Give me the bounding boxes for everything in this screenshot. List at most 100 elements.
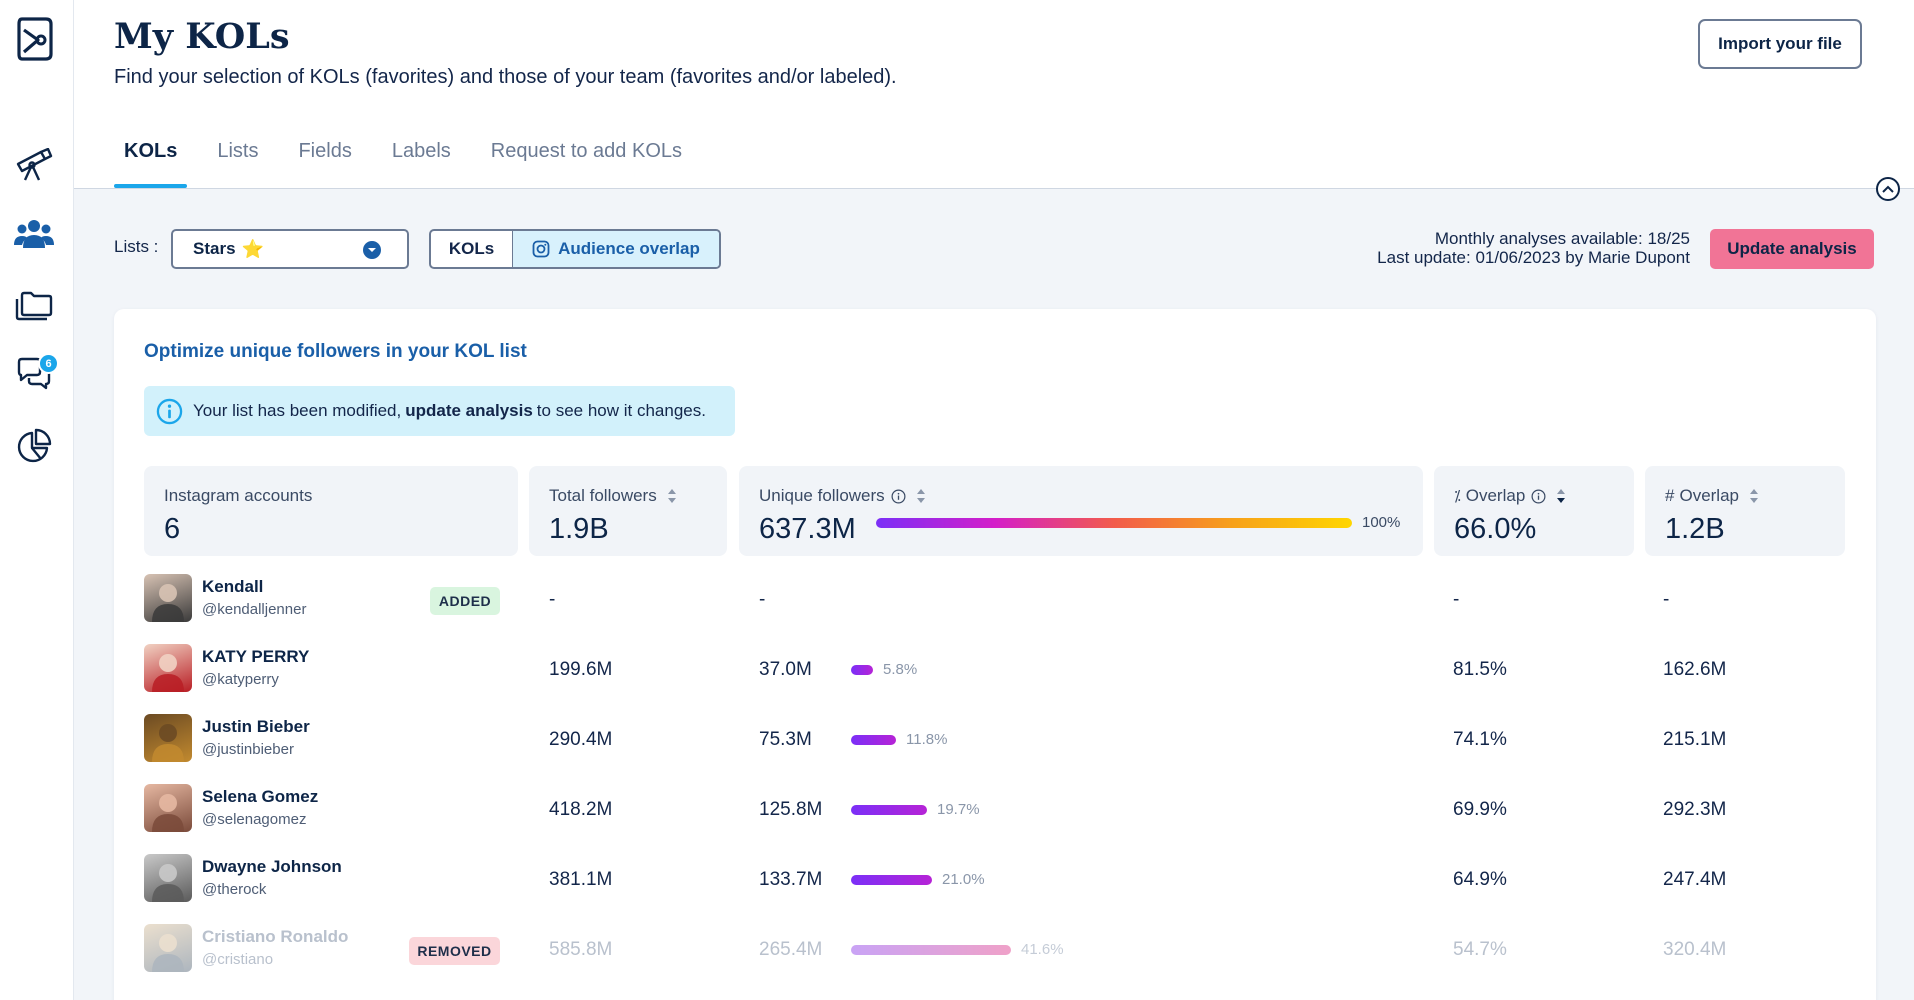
view-toggle: KOLs Audience overlap (429, 229, 721, 269)
kol-handle: @cristiano (202, 951, 274, 968)
telescope-icon[interactable] (14, 145, 54, 185)
toggle-kols-button[interactable]: KOLs (431, 231, 513, 267)
overlap-number-cell: 320.4M (1663, 939, 1727, 960)
hash-icon: # (1665, 486, 1675, 505)
tab-request-kols[interactable]: Request to add KOLs (490, 140, 682, 162)
percent-icon: ⁒ (1454, 488, 1461, 505)
table-row[interactable]: Justin Bieber @justinbieber 290.4M 75.3M 11.… (114, 706, 1876, 776)
tile-label[interactable]: ⁒ Overlap (1454, 486, 1566, 506)
status-badge: REMOVED (409, 937, 500, 965)
chevron-down-icon (363, 241, 381, 259)
tile-label[interactable]: Unique followers (759, 486, 926, 506)
tile-unique-followers: Unique followers 637.3M 100% (739, 466, 1423, 556)
unique-followers-pct: 41.6% (1021, 941, 1064, 958)
tile-value: 1.9B (549, 513, 609, 545)
tile-label-text: Total followers (549, 486, 657, 505)
unique-followers-pct: 11.8% (906, 731, 948, 748)
info-text-bold[interactable]: update analysis (405, 401, 533, 420)
info-icon (156, 398, 183, 424)
chat-badge: 6 (38, 353, 59, 374)
kol-name[interactable]: Kendall (202, 577, 264, 596)
sort-icon[interactable] (667, 488, 677, 504)
info-text-pre: Your list has been modified, (193, 401, 402, 420)
kol-name[interactable]: Selena Gomez (202, 787, 319, 806)
lists-select-value: Stars (193, 239, 236, 258)
tab-fields[interactable]: Fields (298, 140, 352, 162)
page-title: My KOLs (114, 16, 290, 57)
card-title: Optimize unique followers in your KOL li… (144, 341, 527, 362)
avatar[interactable] (144, 924, 192, 972)
table-row[interactable]: KATY PERRY @katyperry 199.6M 37.0M 5.8% 81.5%… (114, 636, 1876, 706)
overlap-percent-cell: 54.7% (1453, 939, 1507, 960)
kol-handle: @katyperry (202, 671, 279, 688)
kol-name[interactable]: Dwayne Johnson (202, 857, 342, 876)
total-followers-cell: 418.2M (549, 799, 613, 820)
tab-lists[interactable]: Lists (217, 140, 259, 162)
sidebar: 6 (0, 0, 74, 1000)
unique-followers-cell: 75.3M (759, 729, 812, 750)
unique-followers-bar (876, 518, 1352, 528)
unique-followers-bar (851, 665, 873, 675)
sort-icon[interactable] (1556, 488, 1566, 504)
pie-chart-icon[interactable] (14, 426, 54, 466)
overlap-percent-cell: 74.1% (1453, 729, 1507, 750)
tab-kols[interactable]: KOLs (114, 128, 188, 188)
kol-handle: @therock (202, 881, 267, 898)
kol-name[interactable]: Cristiano Ronaldo (202, 927, 349, 946)
unique-followers-cell: - (759, 589, 766, 610)
tile-value: 6 (164, 513, 181, 545)
total-followers-cell: 585.8M (549, 939, 613, 960)
avatar[interactable] (144, 644, 192, 692)
table-row[interactable]: Cristiano Ronaldo @cristiano REMOVED 585.8M… (114, 916, 1876, 986)
avatar[interactable] (144, 854, 192, 902)
users-icon[interactable] (14, 214, 54, 254)
unique-followers-pct: 5.8% (883, 661, 918, 678)
import-file-button[interactable]: Import your file (1698, 19, 1862, 69)
sort-icon[interactable] (1749, 488, 1759, 504)
tile-value: 1.2B (1665, 513, 1725, 545)
tab-labels[interactable]: Labels (391, 140, 451, 162)
tile-instagram-accounts: Instagram accounts 6 (144, 466, 518, 556)
app-logo-icon[interactable] (16, 16, 54, 62)
total-followers-cell: 381.1M (549, 869, 613, 890)
tile-label[interactable]: # Overlap (1665, 486, 1759, 506)
unique-followers-pct: 100% (1362, 514, 1401, 531)
folders-icon[interactable] (14, 286, 54, 326)
lists-select[interactable]: Stars ⭐ (171, 229, 409, 269)
page-subtitle: Find your selection of KOLs (favorites) … (114, 66, 897, 88)
status-badge: ADDED (430, 587, 500, 615)
total-followers-cell: - (549, 589, 556, 610)
toggle-audience-overlap-label: Audience overlap (558, 239, 700, 258)
overlap-number-cell: - (1663, 589, 1670, 610)
tile-label-text: Overlap (1679, 486, 1739, 505)
kol-name[interactable]: KATY PERRY (202, 647, 310, 666)
avatar[interactable] (144, 784, 192, 832)
update-analysis-button[interactable]: Update analysis (1710, 229, 1874, 269)
avatar[interactable] (144, 714, 192, 762)
unique-followers-cell: 37.0M (759, 659, 812, 680)
table-row[interactable]: Selena Gomez @selenagomez 418.2M 125.8M 19.7… (114, 776, 1876, 846)
tab-divider (74, 188, 1914, 189)
tile-label[interactable]: Total followers (549, 486, 677, 506)
kol-handle: @selenagomez (202, 811, 307, 828)
avatar[interactable] (144, 574, 192, 622)
table-row[interactable]: Kendall @kendalljenner ADDED - - - - (114, 566, 1876, 636)
tile-value: 66.0% (1454, 513, 1537, 545)
overlap-percent-cell: - (1453, 589, 1460, 610)
kol-handle: @kendalljenner (202, 601, 307, 618)
sort-icon[interactable] (916, 488, 926, 504)
table-row[interactable]: Dwayne Johnson @therock 381.1M 133.7M 21.0% 6… (114, 846, 1876, 916)
toggle-audience-overlap-button[interactable]: Audience overlap (513, 231, 719, 267)
tile-overlap-percent: ⁒ Overlap 66.0% (1434, 466, 1634, 556)
kol-name[interactable]: Justin Bieber (202, 717, 310, 736)
overlap-number-cell: 247.4M (1663, 869, 1727, 890)
unique-followers-pct: 21.0% (942, 871, 985, 888)
total-followers-cell: 199.6M (549, 659, 613, 680)
info-banner: Your list has been modified, update anal… (144, 386, 735, 436)
collapse-button[interactable] (1876, 177, 1900, 201)
info-icon[interactable] (891, 489, 906, 504)
info-icon[interactable] (1531, 489, 1546, 504)
tile-label-text: Unique followers (759, 486, 885, 505)
overlap-card: Optimize unique followers in your KOL li… (114, 309, 1876, 1000)
unique-followers-bar (851, 875, 932, 885)
